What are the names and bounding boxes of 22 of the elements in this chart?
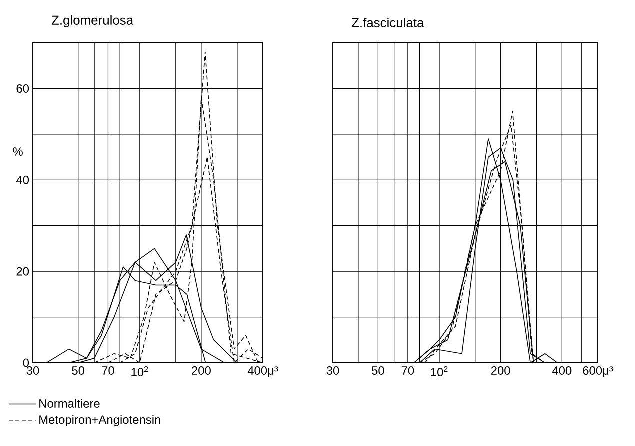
y-tick-label: 20 bbox=[16, 267, 30, 276]
chart-title: Z.fasciculata bbox=[352, 18, 424, 28]
y-tick-label: 60 bbox=[16, 84, 30, 93]
x-tick-label: 50 bbox=[372, 366, 384, 375]
legend-label: Normaltiere bbox=[40, 399, 100, 408]
x-tick-label: 10$^{2}$ bbox=[431, 366, 448, 377]
chart-title: Z.glomerulosa bbox=[52, 15, 134, 28]
legend-label: Metopiron+Angiotensin bbox=[40, 415, 160, 426]
x-tick-label: 50 bbox=[72, 366, 85, 375]
x-tick-label: 200 bbox=[491, 366, 510, 375]
x-tick-label: 200 bbox=[192, 366, 211, 375]
x-tick-label: 10$^{2}$ bbox=[132, 366, 148, 377]
x-tick-label: 600μ³ bbox=[583, 366, 614, 378]
y-tick-label: 0 bbox=[23, 358, 30, 368]
y-axis-title: % bbox=[13, 148, 23, 156]
y-tick-label: 40 bbox=[16, 176, 30, 184]
x-tick-label: 30 bbox=[26, 366, 40, 375]
x-tick-label: 70 bbox=[402, 366, 414, 375]
x-tick-label: 70 bbox=[102, 366, 114, 375]
x-tick-label: 400 bbox=[552, 366, 572, 375]
x-tick-label: 400μ³ bbox=[248, 366, 278, 378]
x-tick-label: 30 bbox=[326, 366, 340, 375]
